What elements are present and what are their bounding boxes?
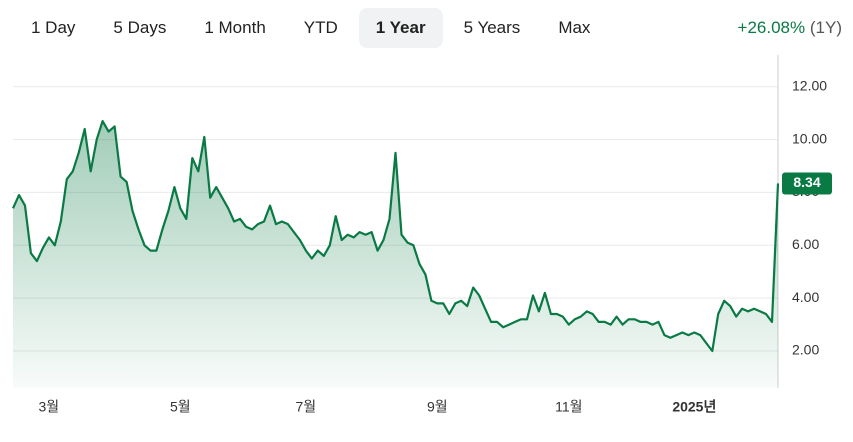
x-tick-label: 11월 <box>555 399 582 415</box>
y-tick-label: 10.00 <box>792 130 827 146</box>
range-button[interactable]: 5 Years <box>463 18 521 37</box>
y-tick-label: 12.00 <box>792 77 827 93</box>
area <box>13 121 778 388</box>
range-button[interactable]: 1 Day <box>31 18 76 37</box>
price-tag <box>782 172 832 195</box>
range-button[interactable]: YTD <box>303 18 338 37</box>
change-value: +26.08% <box>737 18 806 37</box>
range-button[interactable]: 5 Days <box>113 18 167 37</box>
range-bar: 1 Day 5 Days 1 Month YTD 1 Year 5 Years Max <box>14 8 607 48</box>
range-button[interactable]: 1 Month <box>204 18 266 37</box>
x-tick-label: 7월 <box>296 399 317 415</box>
price-label: 8.34 <box>793 174 820 190</box>
y-tick-label: 4.00 <box>792 289 819 305</box>
change: +26.08% (1Y) <box>738 18 842 38</box>
range-button[interactable]: Max <box>558 18 591 37</box>
x-tick-label: 2025년 <box>672 399 716 415</box>
x-tick-label: 3월 <box>39 399 60 415</box>
range-button[interactable]: 1 Year <box>358 8 443 48</box>
line <box>11 120 780 353</box>
change-period: (1Y) <box>809 18 842 37</box>
y-tick-label: 2.00 <box>792 342 819 358</box>
x-tick-label: 5월 <box>170 399 191 415</box>
x-tick-label: 9월 <box>427 399 448 415</box>
y-tick-label: 6.00 <box>792 236 819 252</box>
